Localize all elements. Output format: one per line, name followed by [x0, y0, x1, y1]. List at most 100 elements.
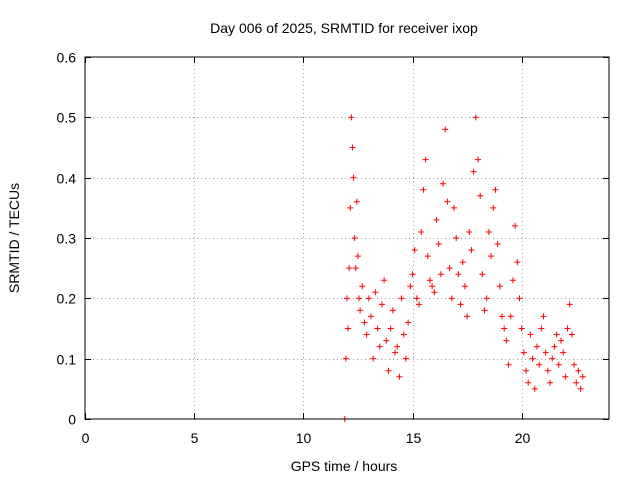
- data-point: [387, 325, 394, 332]
- y-tick-label: 0: [68, 412, 76, 428]
- data-point: [361, 319, 368, 326]
- data-point: [564, 325, 571, 332]
- data-point: [566, 301, 573, 308]
- y-tick-label: 0.6: [57, 50, 77, 66]
- data-point: [394, 343, 401, 350]
- data-point: [499, 313, 506, 320]
- data-point: [557, 337, 564, 344]
- x-tick-label: 5: [191, 430, 199, 446]
- data-point: [354, 253, 361, 260]
- data-point: [356, 295, 363, 302]
- data-point: [385, 367, 392, 374]
- data-point: [450, 204, 457, 211]
- data-point: [392, 349, 399, 356]
- data-point: [525, 379, 532, 386]
- data-point: [402, 355, 409, 362]
- y-tick-label: 0.3: [57, 231, 77, 247]
- data-point: [518, 325, 525, 332]
- data-point: [372, 289, 379, 296]
- data-point: [349, 144, 356, 151]
- data-point: [448, 295, 455, 302]
- data-point: [374, 325, 381, 332]
- data-point: [516, 295, 523, 302]
- data-point: [359, 283, 366, 290]
- data-point: [461, 283, 468, 290]
- data-point: [405, 319, 412, 326]
- data-point: [538, 325, 545, 332]
- data-point: [368, 313, 375, 320]
- x-tick-label: 10: [296, 430, 312, 446]
- data-point: [357, 307, 364, 314]
- data-point: [568, 331, 575, 338]
- data-point: [505, 361, 512, 368]
- data-point: [426, 277, 433, 284]
- data-point: [533, 343, 540, 350]
- data-point: [344, 295, 350, 302]
- data-point: [440, 180, 447, 187]
- data-point: [490, 204, 497, 211]
- data-point: [345, 325, 352, 332]
- data-point: [457, 301, 464, 308]
- data-point: [503, 337, 510, 344]
- data-point: [488, 253, 495, 260]
- data-point: [470, 168, 477, 175]
- x-tick-label: 20: [515, 430, 531, 446]
- data-point: [475, 156, 481, 163]
- data-point: [418, 228, 425, 235]
- data-point: [351, 235, 358, 241]
- data-point: [555, 361, 562, 368]
- data-point: [514, 259, 521, 266]
- data-point: [464, 313, 471, 320]
- data-point: [575, 367, 582, 374]
- data-point: [562, 373, 569, 380]
- data-point: [413, 295, 420, 302]
- x-tick-label: 0: [82, 430, 90, 446]
- data-point: [411, 247, 418, 254]
- data-point: [352, 265, 359, 272]
- data-point: [383, 337, 390, 344]
- data-point: [446, 265, 453, 272]
- data-point: [531, 385, 538, 392]
- data-point: [398, 295, 405, 302]
- data-point: [442, 126, 449, 133]
- x-axis-label: GPS time / hours: [291, 458, 398, 474]
- data-point: [509, 277, 516, 284]
- y-tick-label: 0.4: [57, 171, 77, 187]
- axis-ticks: 0 0.1 0.2 0.3 0.4 0.5 0.6 0 5 10 15 20: [57, 50, 609, 446]
- chart-title: Day 006 of 2025, SRMTID for receiver ixo…: [210, 20, 478, 36]
- data-point: [542, 349, 549, 356]
- data-point: [496, 283, 503, 290]
- data-point: [523, 367, 530, 374]
- data-point: [579, 373, 586, 380]
- data-point: [435, 241, 442, 248]
- data-point: [389, 307, 396, 314]
- data-point: [365, 295, 372, 302]
- data-point: [512, 222, 519, 229]
- data-point: [459, 259, 466, 266]
- data-point: [527, 331, 534, 338]
- plot-frame: [84, 56, 610, 420]
- data-point: [363, 331, 370, 338]
- data-point: [429, 283, 436, 290]
- data-point: [529, 355, 536, 362]
- data-point: [431, 289, 438, 296]
- data-point: [400, 331, 407, 338]
- data-point: [381, 277, 388, 284]
- data-point: [492, 186, 499, 193]
- data-point: [485, 228, 492, 235]
- data-point: [477, 192, 484, 199]
- data-point: [353, 198, 360, 205]
- data-point: [483, 295, 490, 302]
- data-point: [407, 283, 414, 290]
- data-point: [573, 379, 580, 386]
- data-point: [348, 114, 355, 121]
- data-point: [479, 271, 486, 278]
- data-point: [347, 204, 354, 211]
- data-point: [437, 271, 444, 278]
- data-point: [422, 156, 429, 163]
- data-point: [494, 241, 501, 248]
- data-point: [507, 313, 514, 320]
- data-point: [540, 313, 547, 320]
- y-tick-label: 0.5: [57, 110, 77, 126]
